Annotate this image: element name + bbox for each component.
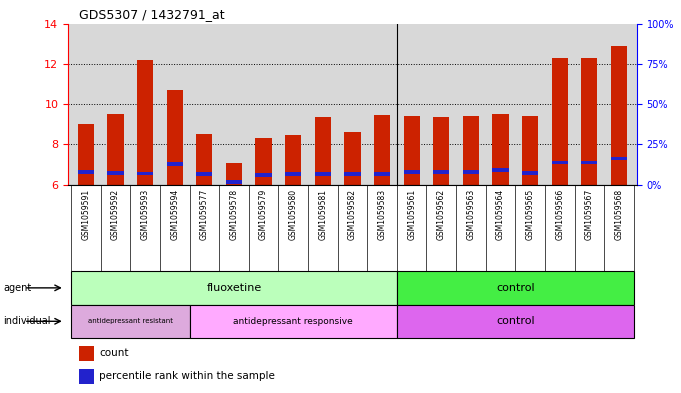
Text: GSM1059564: GSM1059564 [496, 189, 505, 240]
Bar [552, 161, 568, 164]
Bar [285, 135, 301, 185]
Bar [611, 157, 627, 160]
Text: GSM1059568: GSM1059568 [614, 189, 624, 240]
Bar [255, 173, 272, 177]
Bar [522, 171, 538, 175]
Bar [345, 173, 360, 176]
Bar [433, 117, 449, 185]
Bar [78, 170, 94, 174]
Bar [611, 46, 627, 185]
Text: antidepressant resistant: antidepressant resistant [88, 318, 173, 324]
Bar [226, 180, 242, 184]
Bar [462, 116, 479, 185]
Text: GSM1059561: GSM1059561 [407, 189, 416, 240]
Bar [71, 271, 397, 305]
Bar [108, 171, 124, 175]
Bar [108, 114, 124, 185]
Bar [345, 132, 360, 185]
Text: GSM1059563: GSM1059563 [466, 189, 475, 240]
Bar [80, 369, 94, 384]
Text: GSM1059580: GSM1059580 [289, 189, 298, 240]
Bar [285, 173, 301, 176]
Bar [404, 116, 419, 185]
Text: control: control [496, 283, 535, 293]
Bar [78, 124, 94, 185]
Text: GSM1059577: GSM1059577 [200, 189, 209, 240]
Text: control: control [496, 316, 535, 326]
Text: antidepressant responsive: antidepressant responsive [234, 317, 353, 326]
Bar [374, 173, 390, 176]
Text: individual: individual [3, 316, 51, 326]
Text: GSM1059593: GSM1059593 [140, 189, 150, 240]
Text: GSM1059578: GSM1059578 [229, 189, 238, 240]
Bar [226, 163, 242, 185]
Bar [397, 271, 634, 305]
Text: GSM1059562: GSM1059562 [437, 189, 446, 240]
Text: GSM1059582: GSM1059582 [348, 189, 357, 240]
Bar [189, 305, 397, 338]
Bar [404, 170, 419, 174]
Bar [581, 161, 597, 164]
Text: agent: agent [3, 283, 31, 293]
Bar [552, 58, 568, 185]
Text: count: count [99, 348, 129, 358]
Text: fluoxetine: fluoxetine [206, 283, 262, 293]
Text: GSM1059565: GSM1059565 [526, 189, 535, 240]
Bar [315, 117, 331, 185]
Bar [196, 173, 212, 176]
Bar [137, 172, 153, 175]
Text: GSM1059583: GSM1059583 [377, 189, 387, 240]
Bar [167, 162, 183, 166]
Bar [492, 114, 509, 185]
Bar [196, 134, 212, 185]
Bar [581, 58, 597, 185]
Text: GSM1059591: GSM1059591 [81, 189, 91, 240]
Text: GSM1059581: GSM1059581 [318, 189, 328, 240]
Text: GSM1059579: GSM1059579 [259, 189, 268, 240]
Text: GSM1059594: GSM1059594 [170, 189, 179, 240]
Bar [71, 305, 189, 338]
Bar [522, 116, 538, 185]
Bar [137, 60, 153, 185]
Text: GSM1059566: GSM1059566 [555, 189, 565, 240]
Bar [255, 138, 272, 185]
Bar [167, 90, 183, 185]
Bar [80, 346, 94, 361]
Text: GDS5307 / 1432791_at: GDS5307 / 1432791_at [80, 8, 225, 21]
Bar [374, 115, 390, 185]
Bar [397, 305, 634, 338]
Bar [433, 170, 449, 174]
Text: GSM1059567: GSM1059567 [585, 189, 594, 240]
Bar [492, 168, 509, 172]
Text: GSM1059592: GSM1059592 [111, 189, 120, 240]
Text: percentile rank within the sample: percentile rank within the sample [99, 371, 275, 381]
Bar [462, 170, 479, 174]
Bar [315, 173, 331, 176]
